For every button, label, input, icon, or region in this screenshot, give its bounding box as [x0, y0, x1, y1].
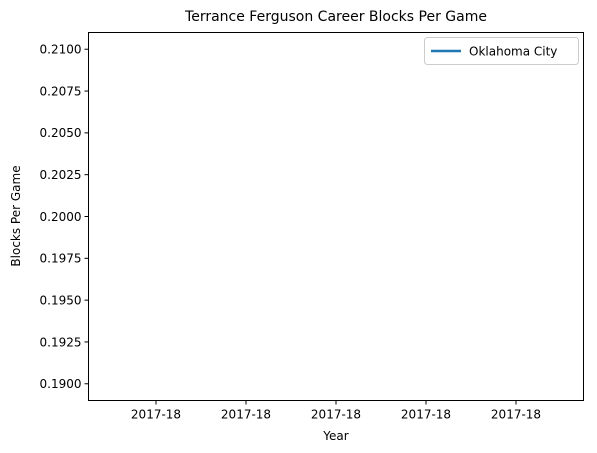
x-axis-ticks: 2017-18 2017-18 2017-18 2017-18 2017-18: [131, 400, 541, 422]
x-tick-label: 2017-18: [491, 408, 541, 422]
chart-title: Terrance Ferguson Career Blocks Per Game: [184, 9, 487, 25]
y-tick-label: 0.2025: [40, 168, 82, 182]
y-tick-label: 0.1950: [40, 293, 82, 307]
legend: Oklahoma City: [424, 37, 579, 65]
x-tick-label: 2017-18: [311, 408, 361, 422]
plot-area-frame: [88, 32, 584, 401]
y-tick-label: 0.2100: [40, 43, 82, 57]
y-axis-label: Blocks Per Game: [9, 165, 23, 266]
x-tick-label: 2017-18: [401, 408, 451, 422]
x-tick-label: 2017-18: [131, 408, 181, 422]
y-tick-label: 0.1900: [40, 377, 82, 391]
y-tick-label: 0.2050: [40, 126, 82, 140]
y-tick-label: 0.1975: [40, 252, 82, 266]
y-axis-ticks: 0.1900 0.1925 0.1950 0.1975 0.2000 0.2025 0.20…: [40, 43, 89, 391]
legend-label: Oklahoma City: [469, 45, 557, 59]
legend-box: [424, 37, 579, 65]
x-axis-label: Year: [322, 429, 348, 443]
y-tick-label: 0.1925: [40, 335, 82, 349]
x-tick-label: 2017-18: [221, 408, 271, 422]
y-tick-label: 0.2000: [40, 210, 82, 224]
y-tick-label: 0.2075: [40, 84, 82, 98]
